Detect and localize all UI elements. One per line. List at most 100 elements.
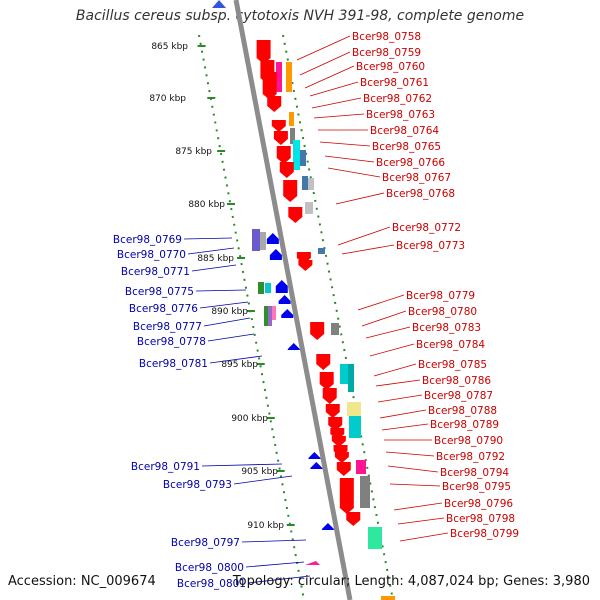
ruler-tick-label: 890 kbp — [211, 307, 248, 317]
gene-label-right: Bcer98_0798 — [446, 513, 515, 525]
label-leader — [245, 561, 305, 568]
gene-label-right: Bcer98_0783 — [412, 322, 481, 334]
forward-gene — [316, 354, 331, 370]
gene-label-left: Bcer98_0769 — [113, 234, 182, 246]
label-leader — [365, 326, 411, 339]
gene-label-right: Bcer98_0765 — [372, 141, 441, 153]
left-gene-labels: Bcer98_0769 Bcer98_0770 Bcer98_0771 Bcer98_… — [113, 234, 246, 590]
feature-block — [260, 232, 266, 250]
label-leader — [397, 517, 445, 525]
feature-block — [305, 202, 313, 214]
gene-label-right: Bcer98_0772 — [392, 222, 461, 234]
label-leader — [335, 192, 385, 205]
accession-text: Accession: NC_009674 — [8, 574, 156, 589]
forward-gene — [319, 372, 334, 390]
feature-block — [276, 62, 282, 92]
map-title: Bacillus cereus subsp. cytotoxis NVH 391… — [75, 8, 525, 24]
gene-label-left: Bcer98_0771 — [121, 266, 190, 278]
label-leader — [241, 539, 307, 543]
feature-block — [272, 306, 276, 320]
gene-label-left: Bcer98_0770 — [117, 249, 186, 261]
forward-gene — [325, 404, 340, 418]
forward-gene — [328, 417, 343, 431]
label-leader — [341, 244, 395, 255]
gene-label-right: Bcer98_0761 — [360, 77, 429, 89]
forward-gene — [288, 207, 303, 223]
forward-gene — [336, 462, 351, 476]
label-leader — [199, 301, 249, 309]
feature-block — [290, 128, 295, 144]
feature-blocks — [252, 62, 395, 600]
label-leader — [201, 463, 283, 467]
label-leader — [187, 247, 235, 255]
label-leader — [327, 167, 381, 178]
label-lines — [183, 35, 449, 584]
feature-block — [308, 178, 314, 190]
ruler-tick-labels: 865 kbp 870 kbp 875 kbp 880 kbp 885 kbp 890 k… — [149, 42, 295, 531]
feature-block — [289, 112, 294, 126]
feature-block — [331, 323, 339, 335]
gene-label-left: Bcer98_0800 — [175, 562, 244, 574]
backbone-marker — [212, 0, 226, 8]
feature-block — [265, 283, 271, 293]
label-leader — [369, 343, 415, 357]
feature-block — [318, 248, 325, 254]
reverse-gene — [310, 462, 323, 469]
forward-gene — [279, 162, 294, 178]
gene-label-right: Bcer98_0792 — [436, 451, 505, 463]
label-leader — [373, 363, 417, 377]
gene-label-right: Bcer98_0764 — [370, 125, 439, 137]
label-leader — [379, 409, 427, 419]
gene-label-left: Bcer98_0775 — [125, 286, 194, 298]
gene-label-right: Bcer98_0790 — [434, 435, 503, 447]
label-leader — [183, 237, 233, 240]
forward-gene — [322, 388, 337, 404]
gene-label-right: Bcer98_0786 — [422, 375, 491, 387]
ruler-tick-label: 875 kbp — [175, 147, 212, 157]
gene-label-right: Bcer98_0794 — [440, 467, 509, 479]
label-leader — [309, 81, 359, 97]
forward-gene — [310, 322, 325, 340]
label-leader — [233, 475, 293, 485]
feature-block — [293, 140, 300, 170]
gene-label-right: Bcer98_0795 — [442, 481, 511, 493]
label-leader — [299, 51, 351, 76]
gene-label-right: Bcer98_0788 — [428, 405, 497, 417]
gene-label-left: Bcer98_0801 — [177, 578, 246, 590]
label-leader — [361, 310, 407, 327]
ruler-tick-label: 885 kbp — [197, 254, 234, 264]
forward-gene — [334, 452, 349, 463]
ruler-tick-label: 880 kbp — [188, 200, 225, 210]
gene-label-left: Bcer98_0776 — [129, 303, 198, 315]
feature-block — [356, 460, 366, 474]
genome-info-text: Topology: circular; Length: 4,087,024 bp… — [232, 574, 590, 589]
forward-gene — [273, 131, 288, 145]
gene-label-right: Bcer98_0760 — [356, 61, 425, 73]
label-leader — [381, 423, 429, 431]
label-leader — [313, 113, 365, 119]
gene-label-right: Bcer98_0780 — [408, 306, 477, 318]
gene-label-left: Bcer98_0777 — [133, 321, 202, 333]
gene-label-right: Bcer98_0789 — [430, 419, 499, 431]
label-leader — [195, 289, 247, 292]
forward-gene — [346, 512, 361, 526]
forward-gene — [339, 478, 354, 514]
gene-label-right: Bcer98_0784 — [416, 339, 485, 351]
gene-label-right: Bcer98_0785 — [418, 359, 487, 371]
dna-backbone — [212, 0, 353, 600]
gene-label-right: Bcer98_0766 — [376, 157, 445, 169]
forward-gene — [276, 146, 291, 164]
forward-gene — [267, 96, 282, 112]
label-leader — [203, 317, 251, 327]
label-leader — [385, 451, 435, 457]
label-leader — [389, 483, 441, 487]
forward-gene — [298, 260, 313, 271]
label-leader — [377, 394, 423, 403]
gene-label-left: Bcer98_0793 — [163, 479, 232, 491]
gene-label-right: Bcer98_0759 — [352, 47, 421, 59]
gene-label-left: Bcer98_0781 — [139, 358, 208, 370]
feature-block — [360, 476, 370, 508]
gene-label-right: Bcer98_0768 — [386, 188, 455, 200]
reverse-gene — [281, 309, 294, 318]
gene-label-right: Bcer98_0779 — [406, 290, 475, 302]
